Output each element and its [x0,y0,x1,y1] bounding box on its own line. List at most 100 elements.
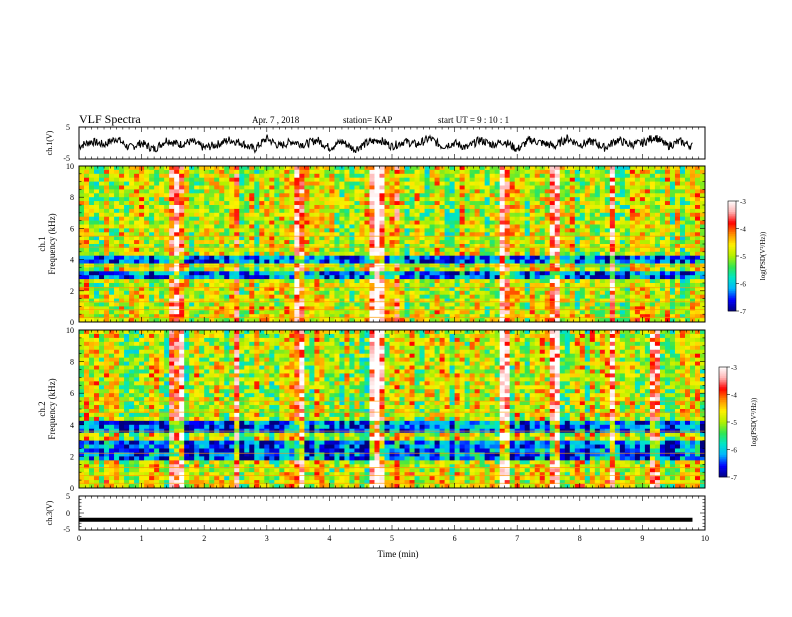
spectrogram-cell [665,267,670,271]
spectrogram-cell [500,221,505,225]
spectrogram-cell [379,279,384,283]
spectrogram-cell [600,170,605,174]
spectrogram-cell [239,201,244,205]
spectrogram-cell [460,228,465,232]
spectrogram-cell [415,295,420,299]
spectrogram-cell [450,178,455,182]
spectrogram-cell [415,174,420,178]
spectrogram-cell [339,236,344,240]
spectrogram-cell [214,256,219,260]
spectrogram-cell [154,186,159,190]
spectrogram-cell [234,178,239,182]
spectrogram-cell [289,189,294,193]
spectrogram-cell [124,186,129,190]
spectrogram-cell [460,244,465,248]
spectrogram-cell [94,256,99,260]
spectrogram-cell [344,283,349,287]
spectrogram-cell [269,228,274,232]
spectrogram-cell [515,189,520,193]
spectrogram-cell [570,221,575,225]
spectrogram-cell [595,209,600,213]
spectrogram-cell [400,197,405,201]
spectrogram-cell [299,306,304,310]
spectrogram-cell [269,244,274,248]
spectrogram-cell [184,170,189,174]
spectrogram-cell [395,201,400,205]
spectrogram-cell [685,244,690,248]
spectrogram-cell [164,236,169,240]
spectrogram-cell [475,189,480,193]
spectrogram-cell [104,310,109,314]
spectrogram-cell [585,170,590,174]
spectrogram-cell [570,186,575,190]
spectrogram-cell [304,252,309,256]
spectrogram-cell [450,303,455,307]
spectrogram-cell [440,186,445,190]
spectrogram-cell [410,205,415,209]
spectrogram-cell [159,303,164,307]
spectrogram-cell [259,299,264,303]
spectrogram-cell [184,252,189,256]
spectrogram-cell [189,310,194,314]
spectrogram-cell [420,295,425,299]
spectrogram-cell [214,205,219,209]
spectrogram-cell [520,201,525,205]
spectrogram-cell [294,193,299,197]
spectrogram-cell [460,248,465,252]
spectrogram-cell [395,189,400,193]
spectrogram-cell [344,221,349,225]
spectrogram-cell [485,170,490,174]
spectrogram-cell [545,279,550,283]
spectrogram-cell [264,244,269,248]
spectrogram-cell [309,201,314,205]
spectrogram-cell [610,303,615,307]
spectrogram-cell [650,201,655,205]
spectrogram-cell [675,240,680,244]
spectrogram-cell [169,295,174,299]
spectrogram-cell [374,240,379,244]
spectrogram-cell [204,260,209,264]
spectrogram-cell [520,310,525,314]
spectrogram-cell [124,256,129,260]
spectrogram-cell [475,252,480,256]
spectrogram-cell [420,252,425,256]
spectrogram-cell [665,295,670,299]
spectrogram-cell [259,244,264,248]
spectrogram-cell [334,240,339,244]
spectrogram-cell [89,271,94,275]
spectrogram-cell [364,174,369,178]
spectrogram-cell [620,310,625,314]
spectrogram-cell [219,275,224,279]
spectrogram-cell [354,256,359,260]
spectrogram-cell [344,201,349,205]
spectrogram-cell [680,225,685,229]
spectrogram-cell [520,209,525,213]
spectrogram-cell [89,260,94,264]
spectrogram-cell [575,248,580,252]
spectrogram-cell [670,221,675,225]
spectrogram-cell [660,275,665,279]
spectrogram-cell [244,166,249,170]
spectrogram-cell [109,209,114,213]
spectrogram-cell [605,170,610,174]
spectrogram-cell [535,174,540,178]
spectrogram-cell [445,236,450,240]
spectrogram-cell [530,275,535,279]
spectrogram-cell [324,279,329,283]
spectrogram-cell [670,240,675,244]
spectrogram-cell [319,275,324,279]
spectrogram-cell [104,213,109,217]
spectrogram-cell [455,275,460,279]
spectrogram-cell [690,236,695,240]
spectrogram-cell [500,244,505,248]
spectrogram-cell [675,310,680,314]
start-time-label: start UT = 9 : 10 : 1 [438,115,509,125]
spectrogram-cell [560,267,565,271]
spectrogram-cell [174,275,179,279]
spectrogram-cell [635,205,640,209]
spectrogram-cell [485,310,490,314]
spectrogram-cell [445,310,450,314]
spectrogram-cell [279,166,284,170]
spectrogram-cell [369,178,374,182]
spectrogram-cell [234,271,239,275]
